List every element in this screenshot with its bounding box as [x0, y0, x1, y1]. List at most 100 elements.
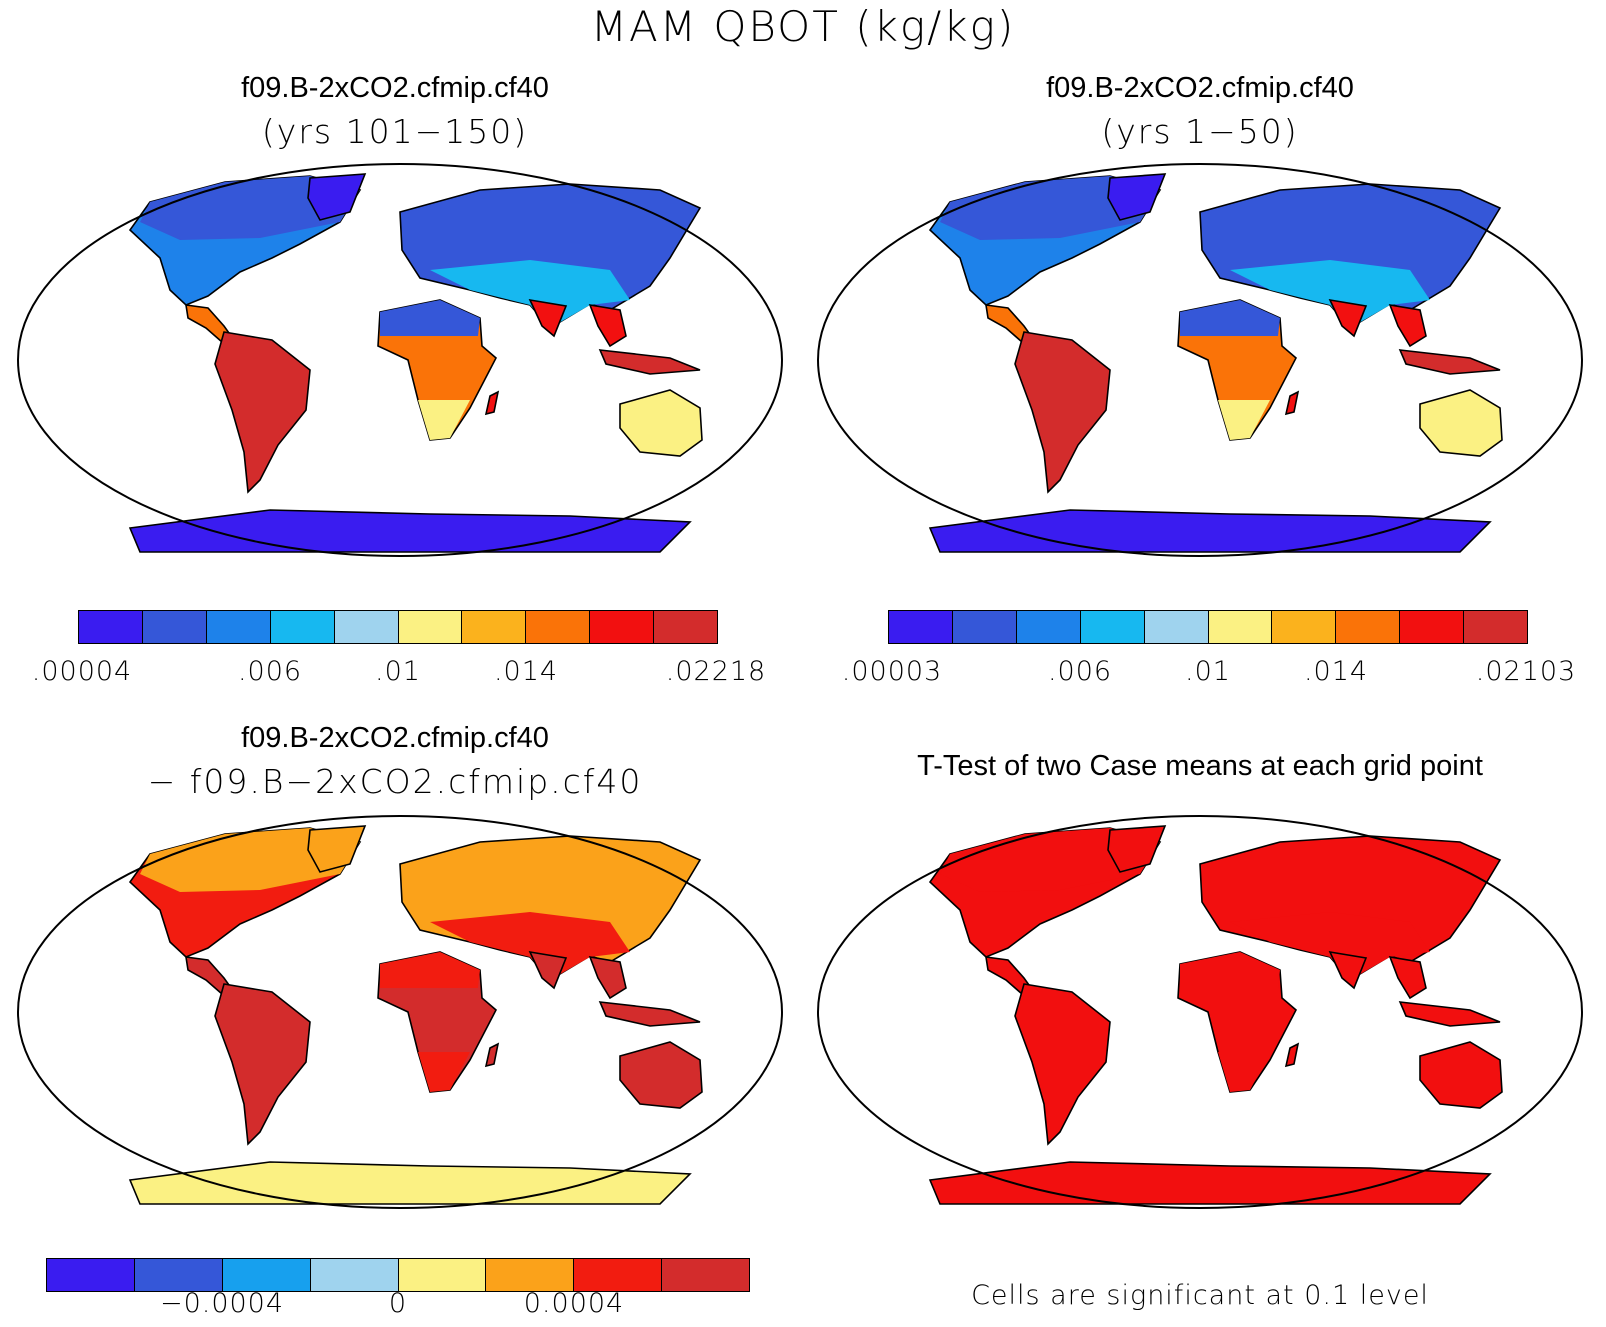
colorbar-swatch [1464, 611, 1528, 643]
land-region [1014, 331, 1111, 494]
land-region [928, 1161, 1492, 1205]
land-region [128, 509, 692, 553]
panel3-tick-label: −0.0004 [159, 1288, 285, 1319]
land-region [128, 1161, 692, 1205]
land-region [1180, 300, 1280, 336]
land-region [1230, 912, 1430, 980]
colorbar-swatch [574, 1259, 663, 1291]
land-region [1218, 400, 1270, 440]
panel1-tick-label: .02218 [665, 656, 767, 687]
panel1-tick-label: .014 [493, 656, 559, 687]
panel2-tick-label: .00003 [841, 656, 943, 687]
land-region [619, 1041, 703, 1109]
figure-title: MAM QBOT (kg/kg) [590, 2, 1016, 51]
panel3-colorbar [46, 1258, 750, 1292]
land-region [1284, 1042, 1300, 1068]
colorbar-swatch [1208, 611, 1273, 643]
land-region [484, 1042, 500, 1068]
land-region [1388, 303, 1427, 348]
land-region [928, 509, 1492, 553]
land-region [588, 955, 627, 1000]
panel1-tick-label: .006 [237, 656, 303, 687]
panel4-map [817, 815, 1583, 1209]
panel4-title: T-Test of two Case means at each grid po… [917, 750, 1483, 782]
land-region [1419, 1041, 1503, 1109]
panel3-map [17, 815, 783, 1209]
colorbar-swatch [1016, 611, 1081, 643]
panel1-colorbar [78, 610, 718, 644]
panel3-tick-label: 0 [388, 1288, 408, 1319]
colorbar-swatch [142, 611, 207, 643]
colorbar-swatch [889, 611, 953, 643]
panel1-tick-label: .01 [375, 656, 421, 687]
land-region [1180, 952, 1280, 988]
panel1-tick-label: .00004 [31, 656, 133, 687]
land-region [418, 1052, 470, 1092]
colorbar-swatch [462, 611, 527, 643]
panel2-subtitle: (yrs 1−50) [1101, 112, 1299, 151]
land-region [430, 260, 630, 328]
map-boundary [17, 163, 783, 557]
colorbar-swatch [1336, 611, 1401, 643]
land-region [1014, 983, 1111, 1146]
land-region [598, 349, 701, 375]
colorbar-swatch [398, 1259, 487, 1291]
colorbar-swatch [590, 611, 655, 643]
panel2-tick-label: .01 [1185, 656, 1231, 687]
land-region [1107, 173, 1167, 221]
panel3-tick-label: 0.0004 [523, 1288, 625, 1319]
colorbar-swatch [47, 1259, 135, 1291]
land-region [214, 983, 311, 1146]
colorbar-swatch [1080, 611, 1145, 643]
land-region [619, 389, 703, 457]
panel2-tick-label: .02103 [1475, 656, 1577, 687]
land-region [598, 1001, 701, 1027]
colorbar-swatch [206, 611, 271, 643]
colorbar-swatch [526, 611, 591, 643]
panel2-colorbar [888, 610, 1528, 644]
land-region [380, 952, 480, 988]
land-region [1388, 955, 1427, 1000]
colorbar-swatch [1144, 611, 1209, 643]
land-region [430, 912, 630, 980]
colorbar-swatch [310, 1259, 399, 1291]
land-region [940, 176, 1160, 240]
land-region [1284, 390, 1300, 416]
colorbar-swatch [654, 611, 718, 643]
colorbar-swatch [1400, 611, 1465, 643]
land-region [307, 825, 367, 873]
panel1-subtitle: (yrs 101−150) [261, 112, 529, 151]
colorbar-swatch [222, 1259, 311, 1291]
map-boundary [17, 815, 783, 1209]
land-region [1419, 389, 1503, 457]
land-region [1218, 1052, 1270, 1092]
land-region [1328, 950, 1368, 990]
land-region [307, 173, 367, 221]
land-region [528, 298, 568, 338]
land-region [140, 176, 360, 240]
panel3-subtitle: − f09.B−2xCO2.cfmip.cf40 [147, 762, 643, 801]
land-region [418, 400, 470, 440]
land-region [1107, 825, 1167, 873]
land-region [214, 331, 311, 494]
map-boundary [817, 815, 1583, 1209]
significance-note: Cells are significant at 0.1 level [971, 1280, 1429, 1311]
colorbar-swatch [334, 611, 399, 643]
colorbar-swatch [662, 1259, 749, 1291]
panel3-title: f09.B-2xCO2.cfmip.cf40 [241, 722, 549, 754]
land-region [484, 390, 500, 416]
land-region [940, 828, 1160, 892]
land-region [1328, 298, 1368, 338]
colorbar-swatch [486, 1259, 575, 1291]
panel2-title: f09.B-2xCO2.cfmip.cf40 [1046, 72, 1354, 104]
colorbar-swatch [952, 611, 1017, 643]
land-region [528, 950, 568, 990]
panel1-map [17, 163, 783, 557]
land-region [1230, 260, 1430, 328]
panel2-map [817, 163, 1583, 557]
land-region [1398, 1001, 1501, 1027]
colorbar-swatch [398, 611, 463, 643]
panel2-tick-label: .014 [1303, 656, 1369, 687]
land-region [140, 828, 360, 892]
panel1-title: f09.B-2xCO2.cfmip.cf40 [241, 72, 549, 104]
